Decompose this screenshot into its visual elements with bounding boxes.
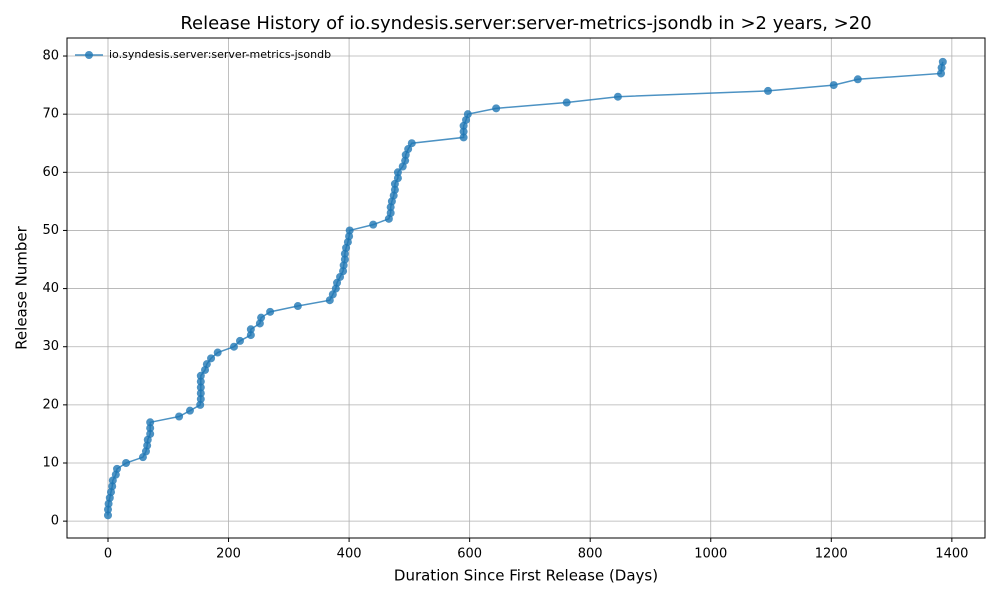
data-point [369,220,378,229]
y-tick-label: 50 [42,223,59,238]
data-point [196,371,205,380]
data-point [143,441,152,450]
data-point [103,505,112,514]
data-point [122,459,131,467]
data-point [562,98,571,107]
data-point [407,139,416,148]
y-tick-label: 10 [42,456,59,471]
data-point [390,185,399,194]
data-point [246,331,255,340]
data-point [113,464,122,473]
data-point [103,511,112,520]
y-axis-label: Release Number [13,225,31,349]
x-tick-label: 1000 [694,547,727,562]
data-point [196,383,205,392]
data-point [853,75,862,84]
data-point [386,209,395,217]
plot-frame [66,37,986,539]
y-tick-label: 70 [42,107,59,122]
y-tick-label: 0 [51,514,59,529]
data-point [108,482,117,491]
data-point [257,313,266,322]
y-tick-label: 20 [42,397,59,412]
data-point [404,145,413,154]
y-tick-label: 40 [42,281,59,296]
y-tick-label: 60 [42,165,59,180]
data-point [207,354,216,363]
data-point [613,92,622,101]
data-point [246,325,255,334]
data-point [393,174,402,183]
data-point [146,429,155,438]
data-point [293,302,302,311]
data-point [938,57,947,66]
data-point [196,400,205,409]
data-point [196,377,205,386]
data-point [213,348,222,357]
data-point [146,418,155,427]
y-tick-label: 30 [42,339,59,354]
data-point [235,336,244,345]
data-point [196,389,205,398]
data-point [345,226,354,235]
data-point [393,168,402,177]
x-tick-label: 400 [337,547,362,562]
data-point [829,81,838,90]
data-point [266,307,275,316]
data-point [764,86,773,95]
x-tick-label: 1200 [815,547,848,562]
x-tick-label: 200 [216,547,241,562]
x-axis-label: Duration Since First Release (Days) [394,567,658,585]
data-point [196,395,205,404]
y-tick-label: 80 [42,49,59,64]
legend-label: io.syndesis.server:server-metrics-jsondb [109,48,331,61]
data-point [345,232,354,241]
chart-title: Release History of io.syndesis.server:se… [180,13,871,34]
data-point [459,127,468,136]
data-point [340,255,349,264]
x-tick-label: 1400 [935,547,968,562]
data-point [202,360,211,369]
data-point [492,104,501,113]
data-point [339,267,348,276]
x-tick-label: 600 [457,547,482,562]
legend-marker [85,51,93,59]
data-point [936,69,945,78]
data-point [185,406,194,415]
data-point [459,133,468,142]
data-point [175,412,184,421]
x-tick-label: 800 [578,547,603,562]
data-point [401,156,410,165]
data-point [463,110,472,119]
x-tick-label: 0 [104,547,112,562]
data-point [229,342,238,351]
data-point [146,424,155,433]
